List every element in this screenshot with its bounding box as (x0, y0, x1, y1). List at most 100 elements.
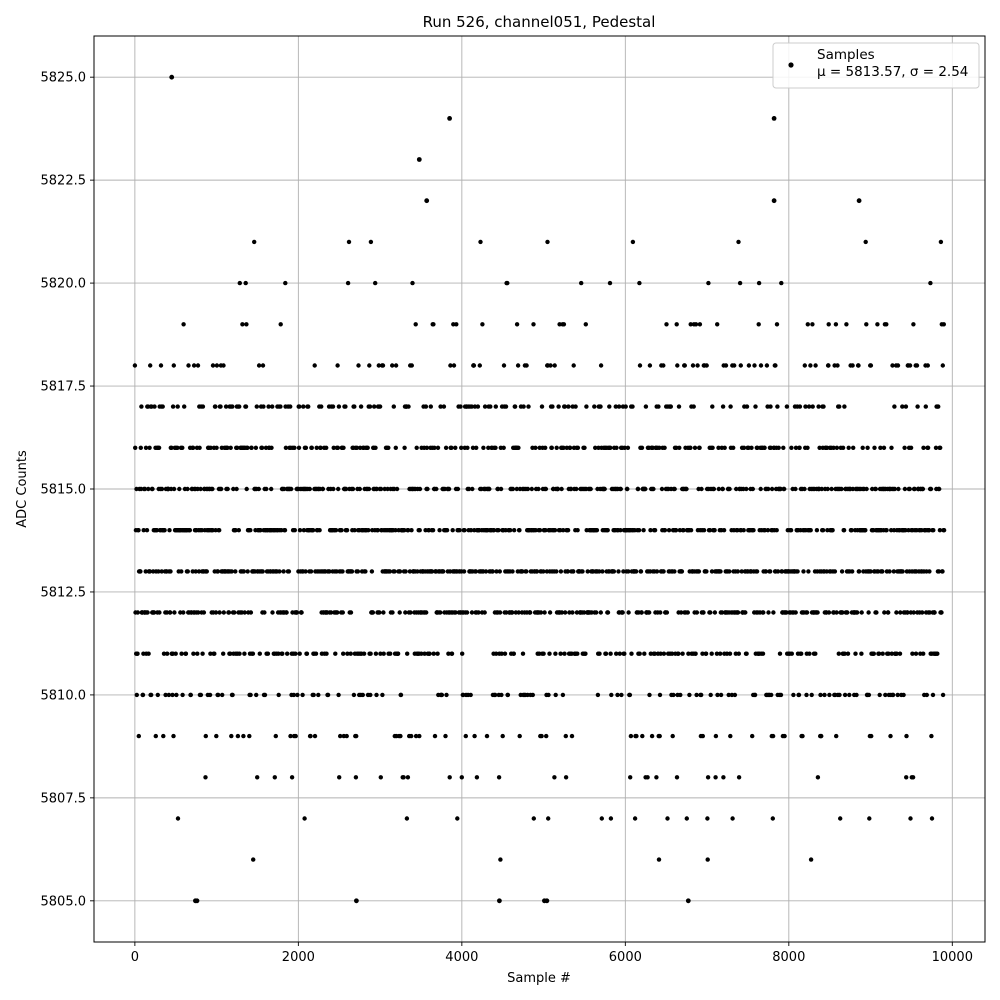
sample-point (534, 569, 540, 574)
sample-point (333, 651, 338, 656)
sample-point (460, 651, 465, 656)
sample-point (808, 363, 813, 368)
y-tick-label: 5815.0 (41, 483, 87, 498)
sample-point (641, 528, 646, 533)
sample-point (213, 404, 218, 409)
sample-point (670, 733, 675, 739)
sample-point (548, 363, 553, 368)
sample-point (521, 404, 526, 409)
sample-point (501, 363, 507, 368)
sample-point (427, 651, 432, 656)
sample-point (662, 445, 667, 450)
sample-point (295, 692, 300, 698)
sample-point (615, 692, 620, 698)
sample-point (693, 651, 698, 656)
sample-point (566, 404, 571, 409)
sample-point (244, 486, 249, 492)
sample-point (161, 733, 166, 739)
sample-point (190, 445, 196, 450)
sample-point (756, 322, 761, 327)
sample-point (502, 651, 508, 656)
sample-point (704, 363, 709, 368)
sample-point (140, 692, 146, 698)
sample-point (408, 610, 413, 615)
sample-point (803, 404, 808, 409)
y-tick-label: 5812.5 (41, 585, 87, 600)
x-tick-label: 10000 (932, 950, 973, 965)
sample-point (914, 363, 920, 368)
sample-point (165, 651, 170, 656)
sample-point (856, 198, 862, 204)
sample-point (235, 733, 241, 739)
sample-point (203, 733, 208, 739)
sample-point (822, 692, 827, 698)
sample-point (697, 322, 703, 327)
sample-point (510, 486, 516, 492)
sample-point (846, 445, 851, 450)
sample-point (280, 651, 285, 656)
sample-point (218, 404, 223, 409)
sample-point (840, 445, 846, 450)
sample-point (529, 486, 534, 492)
sample-point (146, 486, 151, 492)
sample-point (447, 116, 452, 121)
sample-point (354, 733, 359, 739)
sample-point (920, 610, 925, 615)
sample-point (895, 692, 900, 698)
x-tick-label: 6000 (609, 950, 642, 965)
sample-point (908, 445, 914, 450)
sample-point (538, 610, 544, 615)
sample-point (714, 651, 720, 656)
sample-point (149, 692, 154, 698)
sample-point (320, 486, 326, 492)
sample-point (766, 486, 771, 492)
sample-point (462, 528, 467, 533)
sample-point (648, 528, 653, 533)
sample-point (147, 569, 153, 574)
sample-point (226, 610, 232, 615)
sample-point (377, 610, 382, 615)
sample-point (921, 651, 926, 656)
sample-point (277, 569, 282, 574)
sample-point (236, 528, 241, 533)
sample-point (815, 775, 821, 780)
sample-point (515, 363, 521, 368)
sample-point (556, 404, 561, 409)
sample-point (762, 445, 767, 450)
x-axis: 0 2000 4000 6000 8000 10000 (131, 942, 973, 965)
sample-point (756, 280, 762, 286)
sample-point (639, 445, 645, 450)
sample-point (775, 569, 781, 574)
sample-point (793, 445, 799, 450)
sample-point (244, 322, 249, 327)
sample-point (597, 569, 602, 574)
sample-point (838, 816, 843, 821)
sample-point (845, 610, 850, 615)
sample-point (594, 610, 599, 615)
sample-point (902, 486, 908, 492)
sample-point (324, 651, 329, 656)
sample-point (941, 322, 946, 327)
sample-point (616, 569, 621, 574)
sample-point (269, 445, 274, 450)
sample-point (580, 569, 585, 574)
sample-point (344, 733, 349, 739)
sample-point (788, 528, 794, 533)
sample-point (254, 404, 259, 409)
sample-point (301, 528, 307, 533)
sample-point (466, 486, 472, 492)
sample-point (705, 816, 710, 821)
sample-point (260, 363, 266, 368)
sample-point (337, 775, 342, 780)
sample-point (191, 651, 196, 656)
sample-point (146, 651, 151, 656)
sample-point (679, 610, 684, 615)
sample-point (141, 528, 146, 533)
sample-point (764, 363, 770, 368)
sample-point (707, 528, 713, 533)
sample-point (703, 651, 709, 656)
sample-point (575, 651, 580, 656)
sample-point (890, 692, 896, 698)
sample-point (233, 569, 238, 574)
sample-point (135, 651, 140, 656)
